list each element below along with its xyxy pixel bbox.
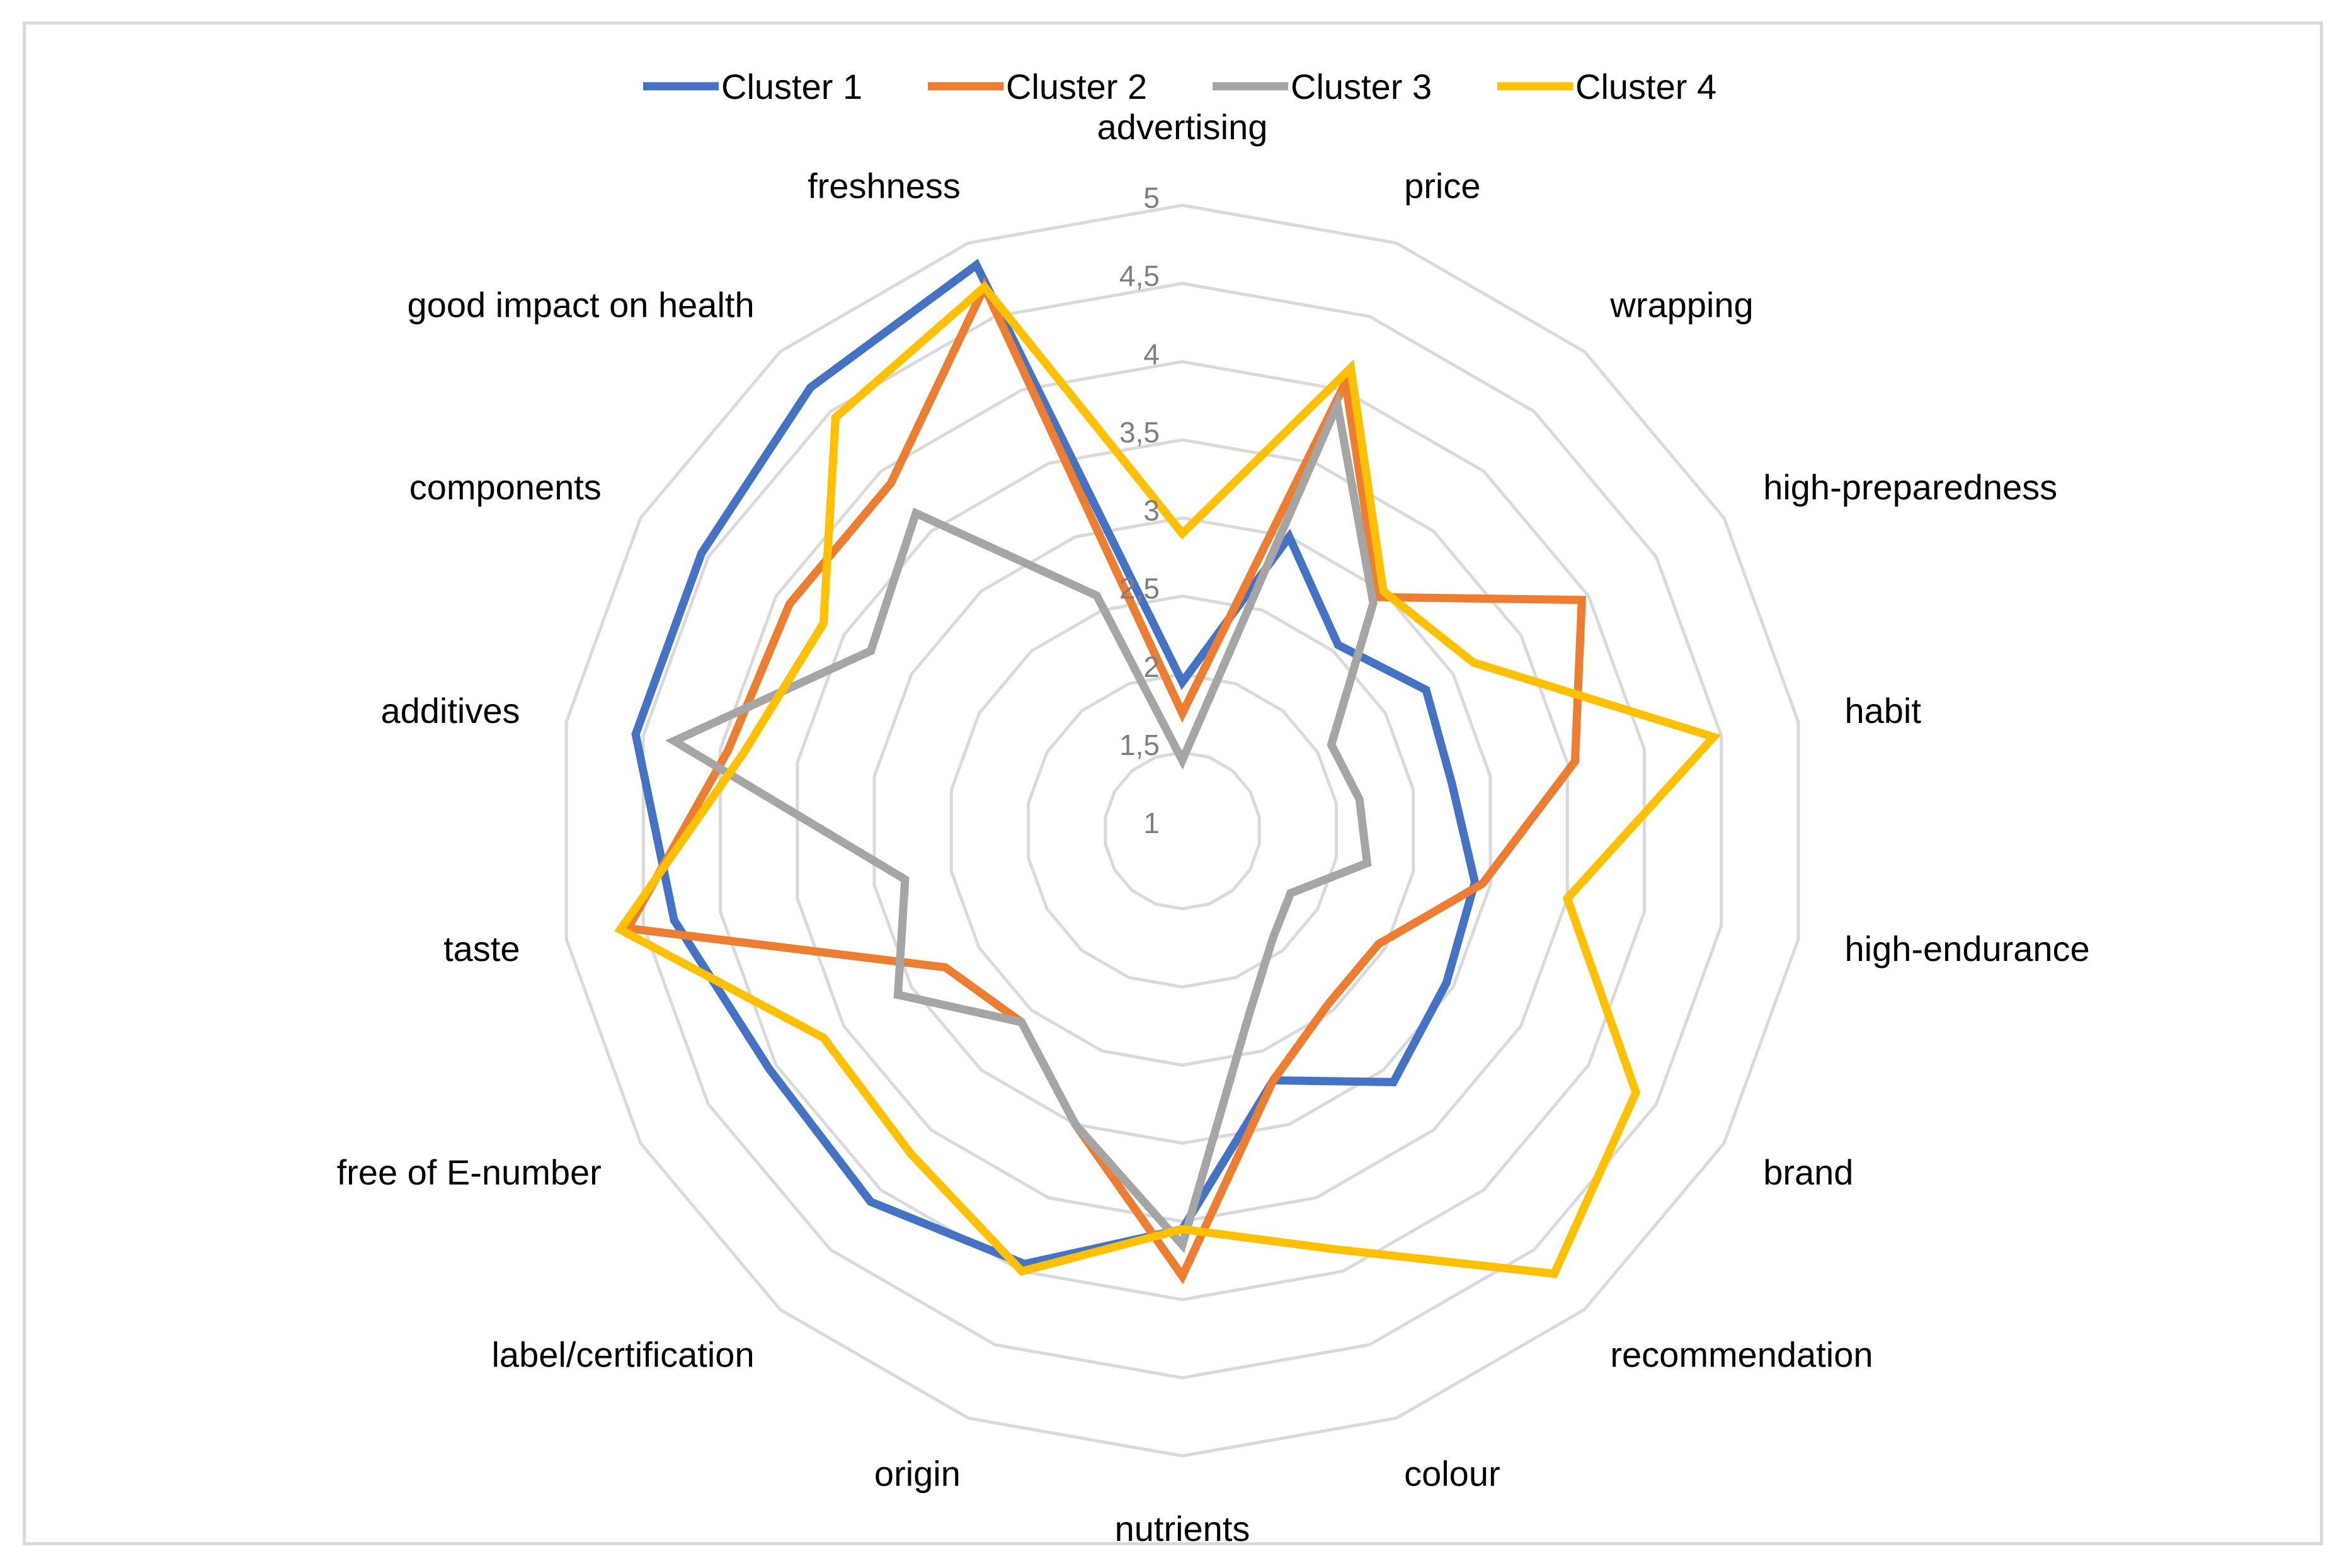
grid-ring-1 [1104, 751, 1261, 911]
tick-label: 1,5 [1119, 729, 1160, 761]
tick-label: 2,5 [1119, 572, 1160, 605]
grid-ring-3 [949, 594, 1415, 1067]
category-labels: advertising price wrapping high-preparednes… [337, 107, 2090, 1542]
tick-label: 3,5 [1119, 416, 1160, 448]
tick-label: 4,5 [1119, 259, 1160, 292]
category-label: freshness [808, 166, 961, 206]
category-label: advertising [1097, 107, 1268, 147]
legend-label: Cluster 1 [721, 67, 862, 106]
category-label: components [409, 467, 602, 507]
category-label: recommendation [1610, 1335, 1873, 1375]
tick-label: 3 [1143, 494, 1160, 527]
tick-label: 2 [1143, 650, 1160, 683]
legend-item-cluster-1[interactable]: Cluster 1 [643, 67, 862, 106]
grid-ring-2 [1027, 673, 1338, 989]
category-label: good impact on health [408, 285, 755, 325]
tick-label: 1 [1143, 807, 1160, 839]
category-label: free of E-number [337, 1152, 602, 1192]
legend-item-cluster-4[interactable]: Cluster 4 [1497, 67, 1716, 106]
legend-label: Cluster 2 [1006, 67, 1147, 106]
grid-ring-5 [796, 438, 1569, 1224]
grid-ring-8 [564, 203, 1800, 1458]
category-label: colour [1404, 1453, 1500, 1493]
legend-label: Cluster 3 [1291, 67, 1432, 106]
legend[interactable]: Cluster 1 Cluster 2 Cluster 3 Cluster 4 [643, 67, 1716, 106]
category-label: taste [443, 929, 520, 969]
tick-label: 4 [1143, 338, 1160, 370]
series-layer [614, 259, 1722, 1285]
category-label: high-preparedness [1763, 467, 2057, 507]
category-label: nutrients [1115, 1509, 1250, 1542]
category-label: label/certification [491, 1335, 754, 1375]
grid-ring-4 [872, 516, 1492, 1145]
category-label: habit [1845, 691, 1922, 730]
series-line-cluster-2[interactable] [621, 277, 1586, 1285]
legend-item-cluster-2[interactable]: Cluster 2 [928, 67, 1147, 106]
category-label: brand [1763, 1152, 1853, 1192]
radar-chart: 1 1,5 2 2,5 3 3,5 4 4,5 5 advertising price wrappi… [337, 67, 2090, 1542]
chart-frame: 1 1,5 2 2,5 3 3,5 4 4,5 5 advertising price wrappi… [23, 21, 2323, 1545]
legend-item-cluster-3[interactable]: Cluster 3 [1213, 67, 1432, 106]
category-label: origin [874, 1453, 961, 1493]
category-label: additives [380, 691, 520, 730]
tick-label: 5 [1143, 181, 1160, 214]
category-label: wrapping [1609, 285, 1753, 325]
grid-ring-7 [641, 281, 1723, 1380]
category-label: high-endurance [1845, 929, 2090, 969]
series-line-cluster-3[interactable] [665, 390, 1378, 1254]
tick-layer: 1 1,5 2 2,5 3 3,5 4 4,5 5 [1119, 181, 1160, 839]
grid-ring-6 [719, 360, 1646, 1302]
category-label: price [1404, 166, 1480, 206]
legend-label: Cluster 4 [1575, 67, 1716, 106]
series-line-cluster-4[interactable] [614, 281, 1722, 1278]
